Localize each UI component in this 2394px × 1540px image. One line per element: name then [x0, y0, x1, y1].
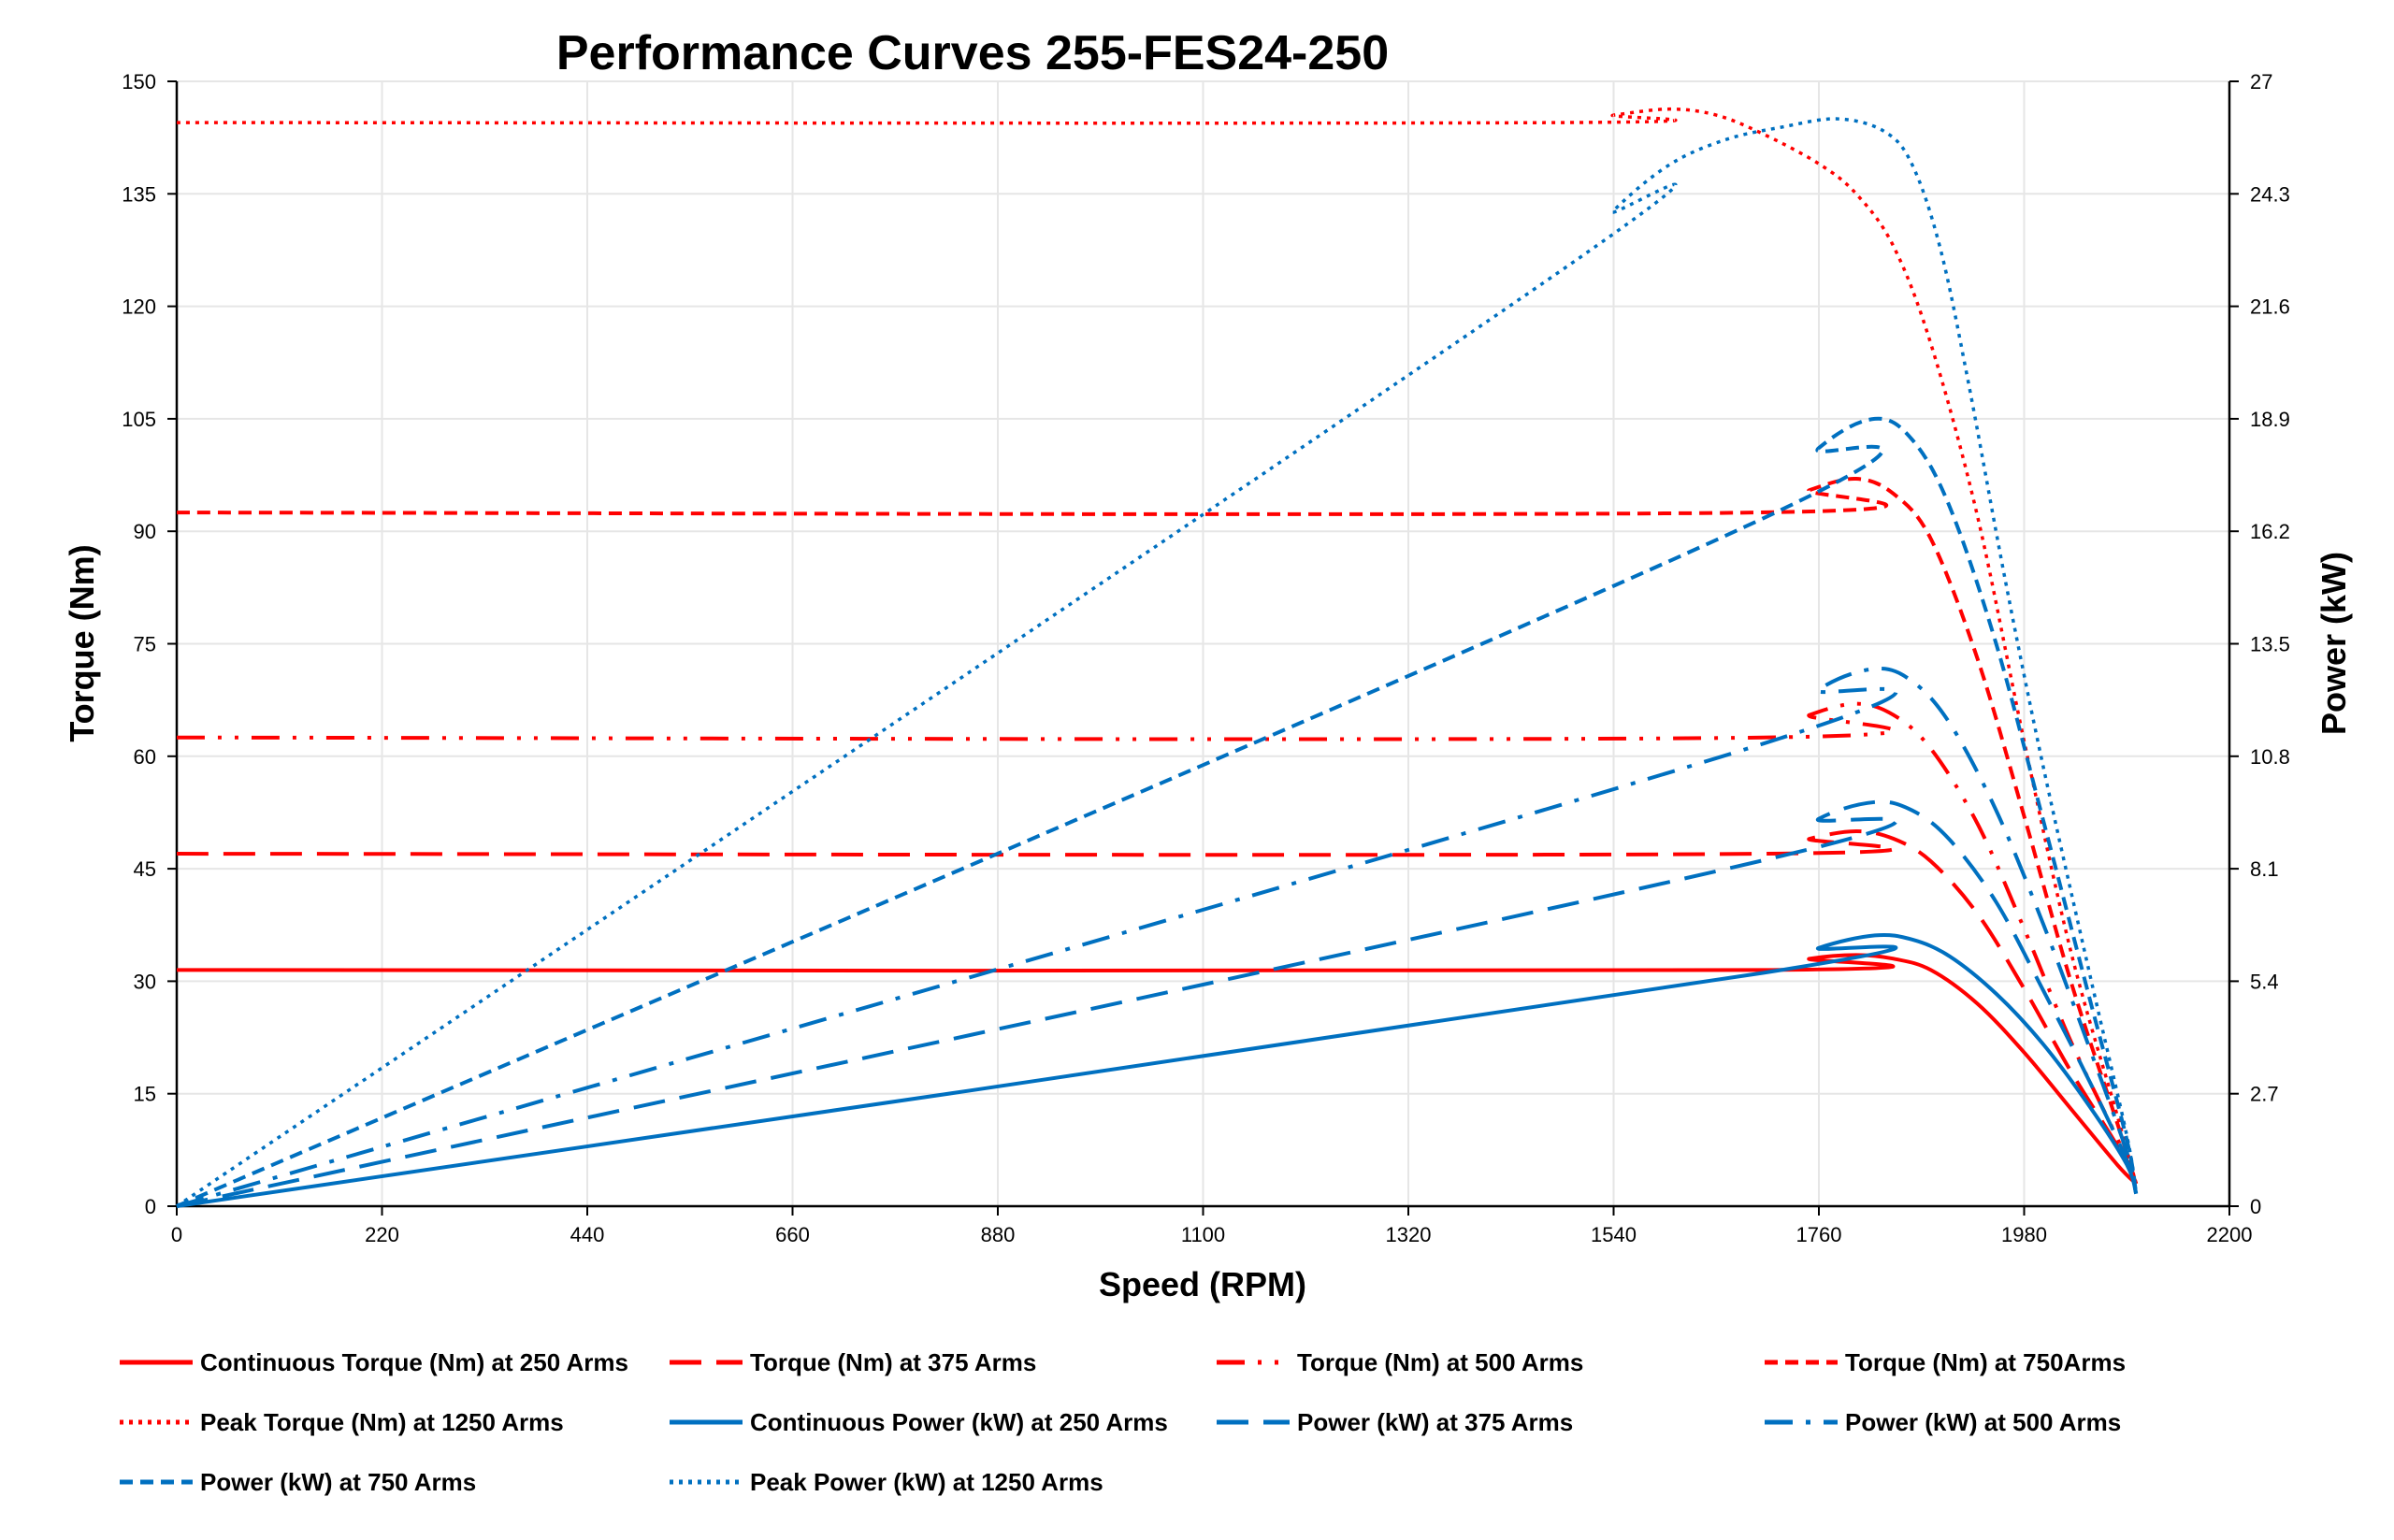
series-line-1: [176, 953, 2138, 1186]
y-tick-label: 75: [134, 633, 156, 656]
gridlines: [177, 80, 2229, 1206]
legend-label-8: Power (kW) at 500 Arms: [1845, 1408, 2121, 1436]
y-tick-label: 30: [134, 970, 156, 993]
x-tick-label: 220: [365, 1223, 399, 1246]
legend-label-6: Continuous Power (kW) at 250 Arms: [750, 1408, 1168, 1436]
y2-tick-label: 13.5: [2250, 633, 2290, 656]
y2-tick-label: 5.4: [2250, 970, 2279, 993]
x-tick-label: 1760: [1796, 1223, 1842, 1246]
x-tick-label: 1980: [2001, 1223, 2047, 1246]
legend-label-2: Torque (Nm) at 375 Arms: [750, 1348, 1036, 1376]
legend-label-3: Torque (Nm) at 500 Arms: [1297, 1348, 1583, 1376]
y-tick-label: 45: [134, 857, 156, 881]
series-line-3: [176, 701, 2139, 1185]
series-line-5: [176, 107, 2138, 1185]
y-tick-label: 15: [134, 1083, 156, 1106]
y2-tick-label: 8.1: [2250, 857, 2279, 881]
series-line-7: [176, 799, 2139, 1208]
y-tick-label: 120: [122, 295, 156, 319]
x-tick-label: 880: [981, 1223, 1016, 1246]
x-tick-label: 440: [570, 1223, 605, 1246]
legend-label-9: Power (kW) at 750 Arms: [200, 1468, 476, 1496]
y-tick-label: 105: [122, 408, 156, 431]
y-tick-label: 150: [122, 70, 156, 94]
legend-label-4: Torque (Nm) at 750Arms: [1845, 1348, 2126, 1376]
x-tick-label: 1100: [1181, 1223, 1225, 1246]
series-line-2: [176, 828, 2139, 1185]
y2-tick-label: 18.9: [2250, 408, 2290, 431]
chart-title: Performance Curves 255-FES24-250: [556, 26, 1389, 80]
y2-axis-title: Power (kW): [2315, 552, 2353, 735]
series-lines: [176, 107, 2139, 1208]
legend-label-1: Continuous Torque (Nm) at 250 Arms: [200, 1348, 628, 1376]
series-line-4: [176, 477, 2139, 1185]
y2-tick-label: 21.6: [2250, 295, 2290, 319]
y2-tick-label: 27: [2250, 70, 2272, 94]
x-tick-label: 2200: [2207, 1223, 2253, 1246]
legend-label-7: Power (kW) at 375 Arms: [1297, 1408, 1573, 1436]
y2-tick-label: 16.2: [2250, 520, 2290, 543]
y-tick-label: 60: [134, 745, 156, 769]
series-line-10: [176, 117, 2138, 1208]
y-tick-label: 90: [134, 520, 156, 543]
y2-tick-label: 2.7: [2250, 1083, 2279, 1106]
y-axis-title: Torque (Nm): [63, 544, 101, 741]
y2-tick-label: 0: [2250, 1195, 2261, 1218]
x-tick-label: 0: [171, 1223, 182, 1246]
y-tick-label: 135: [122, 182, 156, 206]
x-axis-title: Speed (RPM): [1099, 1265, 1306, 1303]
series-line-8: [176, 666, 2139, 1208]
x-tick-label: 660: [775, 1223, 810, 1246]
y2-tick-label: 24.3: [2250, 182, 2290, 206]
series-line-6: [176, 932, 2139, 1208]
legend-label-5: Peak Torque (Nm) at 1250 Arms: [200, 1408, 564, 1436]
legend-label-10: Peak Power (kW) at 1250 Arms: [750, 1468, 1103, 1496]
x-tick-label: 1540: [1591, 1223, 1637, 1246]
y2-tick-label: 10.8: [2250, 745, 2290, 769]
x-tick-label: 1320: [1386, 1223, 1432, 1246]
y-tick-label: 0: [145, 1195, 156, 1218]
series-line-9: [176, 416, 2139, 1208]
legend: Continuous Torque (Nm) at 250 Arms Torque…: [120, 1348, 2126, 1496]
